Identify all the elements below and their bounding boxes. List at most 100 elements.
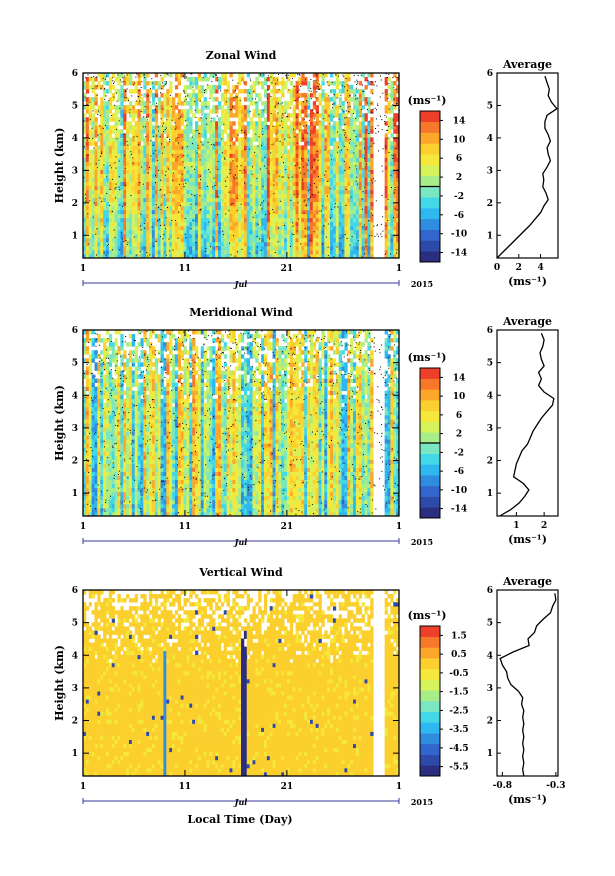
stipple-dot bbox=[380, 233, 382, 235]
heatmap-cell bbox=[143, 125, 147, 130]
heatmap-cell bbox=[195, 93, 199, 98]
heatmap-cell bbox=[172, 225, 176, 231]
heatmap-cell bbox=[367, 181, 371, 187]
stipple-dot bbox=[357, 75, 359, 76]
heatmap-cell bbox=[258, 169, 262, 174]
heatmap-cell bbox=[200, 185, 205, 191]
heatmap-cell bbox=[364, 225, 368, 231]
heatmap-cell bbox=[134, 161, 138, 166]
stipple-dot bbox=[164, 129, 166, 130]
heatmap-cell bbox=[396, 85, 400, 90]
heatmap-cell bbox=[85, 149, 90, 154]
heatmap-cell bbox=[209, 121, 213, 126]
heatmap-cell bbox=[238, 209, 242, 215]
heatmap-cell bbox=[134, 253, 138, 259]
heatmap-cell bbox=[361, 113, 365, 118]
heatmap-cell bbox=[321, 133, 325, 138]
heatmap-cell bbox=[361, 233, 365, 239]
heatmap-cell bbox=[281, 181, 285, 187]
heatmap-cell bbox=[186, 121, 190, 126]
stipple-dot bbox=[210, 144, 212, 146]
heatmap-cell bbox=[312, 105, 317, 110]
heatmap-cell bbox=[174, 73, 179, 78]
heatmap-cell bbox=[384, 189, 388, 195]
heatmap-cell bbox=[160, 217, 164, 223]
heatmap-cell bbox=[370, 117, 374, 122]
heatmap-cell bbox=[215, 125, 219, 130]
heatmap-cell bbox=[364, 129, 368, 134]
heatmap-cell bbox=[243, 173, 248, 178]
heatmap-cell bbox=[269, 201, 273, 207]
heatmap-cell bbox=[123, 217, 127, 223]
heatmap-cell bbox=[143, 73, 147, 78]
heatmap-cell bbox=[226, 133, 230, 138]
heatmap-cell bbox=[212, 241, 216, 247]
heatmap-cell bbox=[160, 117, 164, 122]
heatmap-cell bbox=[131, 81, 136, 86]
stipple-dot bbox=[396, 102, 398, 104]
heatmap-cell bbox=[192, 129, 196, 134]
heatmap-cell bbox=[103, 145, 107, 150]
heatmap-cell bbox=[387, 213, 391, 219]
heatmap-cell bbox=[344, 97, 348, 102]
heatmap-cell bbox=[266, 201, 271, 207]
heatmap-cell bbox=[238, 81, 242, 86]
heatmap-cell bbox=[209, 109, 213, 114]
heatmap-cell bbox=[275, 189, 279, 195]
heatmap-cell bbox=[347, 73, 351, 78]
heatmap-cell bbox=[114, 89, 118, 94]
stipple-dot bbox=[127, 241, 129, 243]
heatmap-cell bbox=[85, 221, 90, 227]
heatmap-cell bbox=[197, 157, 202, 162]
heatmap-cell bbox=[252, 145, 256, 150]
heatmap-cell bbox=[160, 93, 164, 98]
heatmap-cell bbox=[108, 169, 113, 174]
heatmap-cell bbox=[126, 185, 130, 191]
heatmap-cell bbox=[284, 145, 288, 150]
heatmap-cell bbox=[117, 249, 121, 255]
heatmap-cell bbox=[232, 201, 236, 207]
heatmap-cell bbox=[238, 217, 242, 223]
heatmap-cell bbox=[212, 233, 216, 239]
heatmap-cell bbox=[105, 129, 110, 134]
heatmap-cell bbox=[312, 201, 317, 207]
heatmap-cell bbox=[330, 177, 334, 182]
heatmap-cell bbox=[309, 121, 314, 126]
stipple-dot bbox=[360, 109, 362, 111]
heatmap-cell bbox=[105, 185, 110, 191]
heatmap-cell bbox=[229, 153, 233, 158]
heatmap-cell bbox=[243, 153, 248, 158]
heatmap-cell bbox=[91, 181, 95, 187]
heatmap-cell bbox=[111, 149, 115, 154]
heatmap-cell bbox=[123, 125, 127, 130]
stipple-dot bbox=[270, 113, 272, 115]
heatmap-cell bbox=[212, 185, 216, 191]
heatmap-cell bbox=[85, 197, 90, 203]
heatmap-cell bbox=[226, 181, 230, 187]
heatmap-cell bbox=[275, 193, 279, 199]
heatmap-cell bbox=[215, 253, 219, 259]
heatmap-cell bbox=[338, 177, 342, 182]
heatmap-cell bbox=[203, 157, 207, 162]
heatmap-cell bbox=[126, 209, 130, 215]
stipple-dot bbox=[149, 101, 151, 103]
heatmap-cell bbox=[390, 85, 394, 90]
heatmap-cell bbox=[353, 237, 357, 243]
stipple-dot bbox=[353, 152, 355, 154]
heatmap-cell bbox=[131, 221, 136, 227]
heatmap-cell bbox=[203, 209, 207, 215]
stipple-dot bbox=[341, 85, 343, 87]
heatmap-cell bbox=[218, 249, 222, 255]
heatmap-cell bbox=[220, 153, 225, 158]
heatmap-cell bbox=[111, 241, 115, 247]
heatmap-cell bbox=[344, 81, 348, 86]
stipple-dot bbox=[167, 136, 169, 138]
heatmap-cell bbox=[370, 173, 374, 178]
heatmap-cell bbox=[266, 117, 271, 122]
heatmap-cell bbox=[241, 161, 245, 166]
heatmap-cell bbox=[335, 221, 340, 227]
heatmap-cell bbox=[327, 125, 331, 130]
stipple-dot bbox=[158, 169, 160, 171]
heatmap-cell bbox=[246, 89, 251, 94]
heatmap-cell bbox=[335, 121, 340, 126]
